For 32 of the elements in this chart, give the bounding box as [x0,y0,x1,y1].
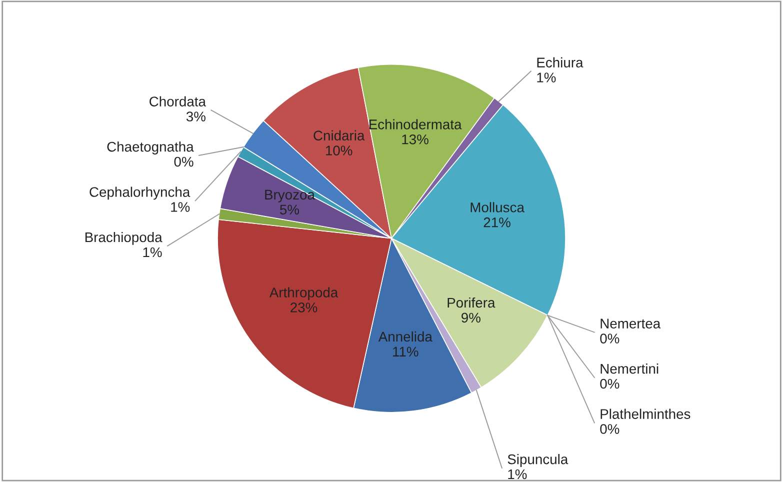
slice-label: Brachiopoda [85,232,162,245]
slice-label: Echinodermata [369,119,462,130]
category-label: Chaetognatha [107,141,194,154]
data-label: 21% [484,217,510,228]
slice-label: Mollusca [470,202,524,212]
data-label: 1% [143,247,162,258]
slice-label: Cephalorhyncha [90,186,190,200]
data-label: 10% [326,146,352,156]
slice-label: Chordata [150,96,206,106]
data-label: 1% [508,469,527,480]
text: 0% [174,156,194,167]
slice-label: Porifera [448,297,496,308]
data-label: 9% [462,312,480,323]
data-label: 3% [186,112,206,122]
text: 0% [600,334,620,344]
slice-label: Bryozoa [265,190,315,202]
data-label: 11% [393,346,418,357]
data-label: 13% [402,134,428,144]
text: 0% [600,378,620,389]
category-label: Plathelminthes [600,408,690,419]
data-label: 1% [537,72,556,82]
slice-label: Echiura [537,57,584,68]
data-label: 1% [171,202,190,212]
data-label: 23% [290,302,318,312]
slice-label: Cnidaria [314,130,365,140]
slice-label: Arthropoda [269,287,338,300]
legend-label: Nemertea [600,318,661,328]
data-label: 5% [280,204,300,215]
slice-label: Annelida [378,331,432,342]
category-label: Nemertini [600,364,658,374]
slice-label: Sipuncula [508,454,568,467]
text: 0% [600,424,620,434]
